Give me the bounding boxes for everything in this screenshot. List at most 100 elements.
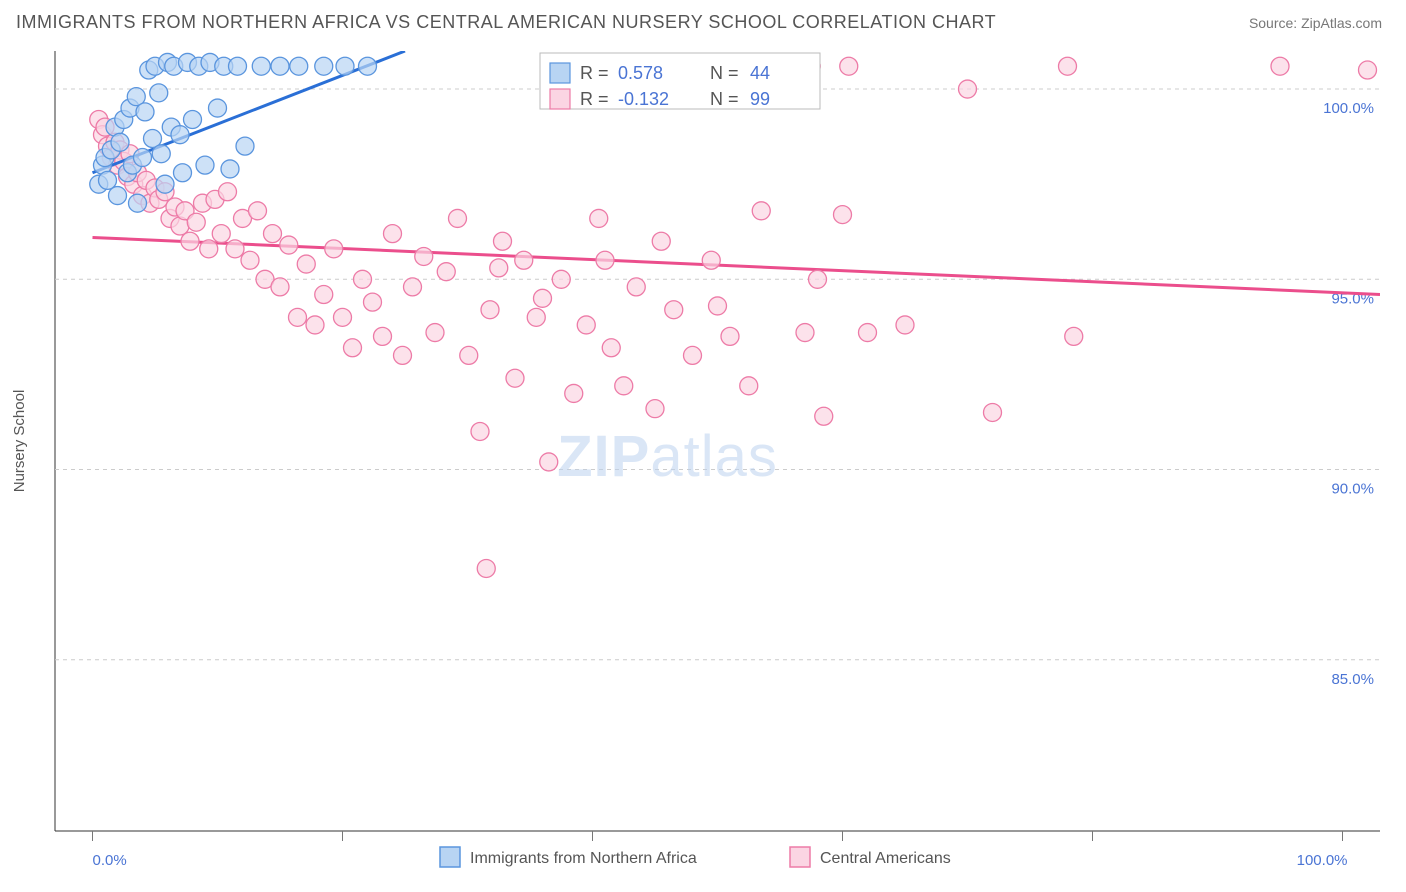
data-point	[1359, 61, 1377, 79]
data-point	[150, 84, 168, 102]
data-point	[271, 278, 289, 296]
data-point	[171, 126, 189, 144]
data-point	[796, 324, 814, 342]
series-1	[90, 57, 1380, 577]
data-point	[415, 247, 433, 265]
data-point	[815, 407, 833, 425]
data-point	[212, 225, 230, 243]
chart-header: IMMIGRANTS FROM NORTHERN AFRICA VS CENTR…	[0, 0, 1406, 41]
data-point	[241, 251, 259, 269]
y-axis-title: Nursery School	[11, 390, 28, 493]
data-point	[325, 240, 343, 258]
data-point	[859, 324, 877, 342]
data-point	[184, 110, 202, 128]
data-point	[289, 308, 307, 326]
legend-swatch-1	[440, 847, 460, 867]
data-point	[290, 57, 308, 75]
data-point	[652, 232, 670, 250]
data-point	[809, 270, 827, 288]
data-point	[721, 327, 739, 345]
stats-r-label: R =	[580, 89, 609, 109]
data-point	[1059, 57, 1077, 75]
data-point	[221, 160, 239, 178]
data-point	[200, 240, 218, 258]
data-point	[344, 339, 362, 357]
data-point	[111, 133, 129, 151]
legend-label-2: Central Americans	[820, 850, 951, 867]
data-point	[709, 297, 727, 315]
source-link[interactable]: ZipAtlas.com	[1301, 15, 1382, 31]
data-point	[229, 57, 247, 75]
stats-r-value: -0.132	[618, 89, 669, 109]
stats-swatch	[550, 63, 570, 83]
data-point	[702, 251, 720, 269]
data-point	[280, 236, 298, 254]
data-point	[209, 99, 227, 117]
data-point	[196, 156, 214, 174]
data-point	[187, 213, 205, 231]
chart-title: IMMIGRANTS FROM NORTHERN AFRICA VS CENTR…	[16, 12, 996, 33]
data-point	[437, 263, 455, 281]
data-point	[394, 346, 412, 364]
data-point	[156, 175, 174, 193]
data-point	[315, 57, 333, 75]
data-point	[896, 316, 914, 334]
data-point	[226, 240, 244, 258]
data-point	[271, 57, 289, 75]
series-0	[90, 51, 577, 212]
data-point	[152, 145, 170, 163]
data-point	[1065, 327, 1083, 345]
data-point	[527, 308, 545, 326]
data-point	[577, 316, 595, 334]
data-point	[515, 251, 533, 269]
data-point	[684, 346, 702, 364]
data-point	[109, 187, 127, 205]
data-point	[959, 80, 977, 98]
data-point	[219, 183, 237, 201]
data-point	[834, 206, 852, 224]
data-point	[99, 171, 117, 189]
data-point	[236, 137, 254, 155]
data-point	[297, 255, 315, 273]
legend-swatch-2	[790, 847, 810, 867]
stats-r-label: R =	[580, 63, 609, 83]
stats-n-value: 99	[750, 89, 770, 109]
stats-n-value: 44	[750, 63, 770, 83]
data-point	[249, 202, 267, 220]
data-point	[477, 559, 495, 577]
data-point	[540, 453, 558, 471]
data-point	[136, 103, 154, 121]
data-point	[359, 57, 377, 75]
data-point	[627, 278, 645, 296]
data-point	[646, 400, 664, 418]
stats-n-label: N =	[710, 89, 739, 109]
data-point	[752, 202, 770, 220]
data-point	[129, 194, 147, 212]
data-point	[534, 289, 552, 307]
data-point	[494, 232, 512, 250]
legend-label-1: Immigrants from Northern Africa	[470, 850, 697, 867]
data-point	[602, 339, 620, 357]
data-point	[490, 259, 508, 277]
data-point	[134, 149, 152, 167]
data-point	[590, 209, 608, 227]
scatter-chart: 85.0%90.0%95.0%100.0%0.0%100.0%Nursery S…	[0, 41, 1406, 871]
source-label: Source:	[1249, 15, 1297, 31]
data-point	[426, 324, 444, 342]
data-point	[665, 301, 683, 319]
x-min-label: 0.0%	[93, 852, 127, 869]
data-point	[364, 293, 382, 311]
data-point	[596, 251, 614, 269]
data-point	[460, 346, 478, 364]
data-point	[174, 164, 192, 182]
data-point	[552, 270, 570, 288]
stats-swatch	[550, 89, 570, 109]
chart-container: 85.0%90.0%95.0%100.0%0.0%100.0%Nursery S…	[0, 41, 1406, 871]
y-tick-label: 85.0%	[1331, 671, 1374, 688]
data-point	[740, 377, 758, 395]
data-point	[449, 209, 467, 227]
data-point	[1271, 57, 1289, 75]
data-point	[336, 57, 354, 75]
data-point	[506, 369, 524, 387]
stats-r-value: 0.578	[618, 63, 663, 83]
